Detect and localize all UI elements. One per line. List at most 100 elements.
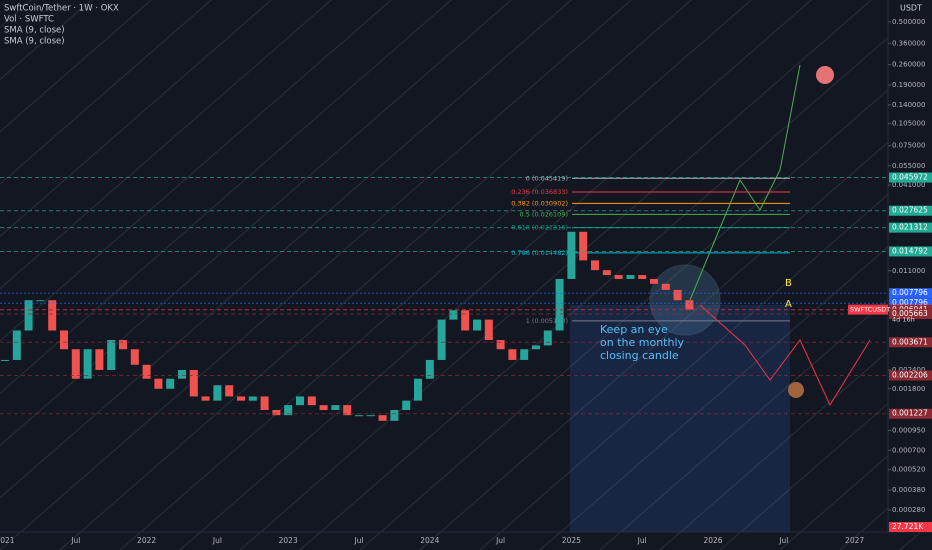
candle: [83, 349, 92, 379]
trend-line: [0, 0, 392, 342]
y-tick-label: 0.000700: [892, 446, 925, 454]
plot: 0 (0.045419) 0.236 (0.036833) 0.382 (0.030…: [0, 174, 888, 421]
candle: [650, 278, 658, 284]
annotation: Keep an eye: [600, 323, 668, 336]
y-tick-label: 0.500000: [892, 18, 925, 26]
bull-path: [689, 64, 801, 301]
candle: [661, 283, 670, 290]
trend-line: [59, 0, 692, 550]
trend-line: [0, 0, 212, 185]
candle: [307, 396, 316, 406]
candle: [543, 330, 552, 346]
fib-label: 0.382 (0.030902): [511, 199, 568, 207]
x-tick-label: 2024: [420, 536, 439, 545]
trend-line: [179, 0, 812, 550]
price-tag-label: 0.014792: [892, 246, 928, 255]
candle: [390, 409, 399, 421]
candle: [638, 275, 647, 279]
x-tick-label: 2021: [0, 536, 15, 545]
x-tick-label: Jul: [778, 536, 788, 545]
price-tag-label: 0.027625: [892, 206, 928, 215]
candle: [602, 270, 611, 276]
candle: [520, 349, 529, 360]
trend-line: [299, 0, 932, 550]
candle: [579, 231, 588, 261]
candle: [343, 405, 352, 416]
volume-tag: [889, 522, 932, 532]
candle: [142, 364, 151, 379]
price-tag: [889, 298, 932, 309]
price-tag-label: 0.045972: [892, 173, 928, 182]
trend-line: [0, 0, 512, 447]
candle: [496, 340, 505, 350]
y-tick-label: 0.075000: [892, 142, 925, 150]
x-tick-label: Jul: [637, 536, 647, 545]
candle: [355, 415, 363, 417]
candle: [402, 400, 411, 410]
symbol-tag: [848, 304, 888, 315]
annotation: on the monthly: [600, 336, 685, 349]
candle: [237, 396, 245, 401]
candle: [130, 349, 139, 365]
candle: [48, 300, 57, 331]
price-tag-label: 0.021312: [892, 223, 928, 232]
x-tick-label: Jul: [495, 536, 505, 545]
candle: [36, 300, 45, 302]
candle: [296, 396, 304, 406]
price-tag-label: 0.007796: [892, 298, 928, 307]
highlight-zone: [570, 305, 790, 532]
y-tick-label: 0.140000: [892, 101, 925, 109]
price-tag-label: 0.007796: [892, 288, 928, 297]
y-tick-label: 0.105000: [892, 120, 925, 128]
candle: [614, 275, 623, 279]
candle: [414, 378, 422, 401]
x-tick-label: 2025: [562, 536, 581, 545]
y-tick-label: 0.000380: [892, 486, 925, 494]
candle: [107, 340, 116, 371]
y-tick-label: 0.041000: [892, 181, 925, 189]
candle: [272, 409, 281, 416]
indicator: SMA (9, close): [4, 37, 65, 47]
candle: [685, 300, 694, 310]
candle: [154, 378, 163, 389]
focus-circle: [649, 264, 721, 336]
y-tick-label: 0.000280: [892, 506, 925, 514]
bear-path: [699, 304, 871, 407]
price-tag-label: 0.001227: [892, 409, 928, 418]
price-tag: [889, 222, 932, 233]
candle: [532, 345, 540, 350]
candle: [591, 260, 599, 271]
y-tick-label: 0.001800: [892, 385, 925, 393]
candle: [60, 330, 68, 350]
price-tag: [889, 309, 932, 320]
y-tick-label: 0.000950: [892, 426, 925, 434]
bull-icon: [816, 66, 834, 84]
trend-line: [419, 103, 932, 550]
trend-line: [0, 0, 632, 550]
x-tick-label: Jul: [353, 536, 363, 545]
candle: [260, 396, 269, 410]
annotation: closing candle: [600, 349, 679, 362]
y-tick-label: 0.000520: [892, 466, 925, 474]
trend-line: [119, 0, 752, 550]
candle: [626, 275, 635, 279]
trend-line: [0, 0, 152, 133]
symbol-tag-label: SWFTCUSDT: [850, 306, 890, 314]
trend-line: [0, 0, 332, 290]
fib-label: 1 (0.005100): [526, 317, 568, 325]
price-tag-label: 0.005663: [892, 309, 928, 318]
candle: [331, 405, 340, 410]
fib-label: 0.5 (0.026109): [520, 210, 569, 218]
candle: [378, 415, 387, 421]
x-tick-label: 2023: [279, 536, 298, 545]
candle: [284, 405, 293, 416]
candle: [189, 370, 198, 397]
price-tag-label: 0.003671: [892, 337, 928, 346]
point-label: A: [785, 299, 792, 310]
price-tag: [889, 205, 932, 216]
fib-label: 0.236 (0.036833): [511, 188, 568, 196]
trend-line: [479, 155, 932, 550]
candle: [201, 396, 210, 401]
trend-line: [719, 364, 932, 550]
